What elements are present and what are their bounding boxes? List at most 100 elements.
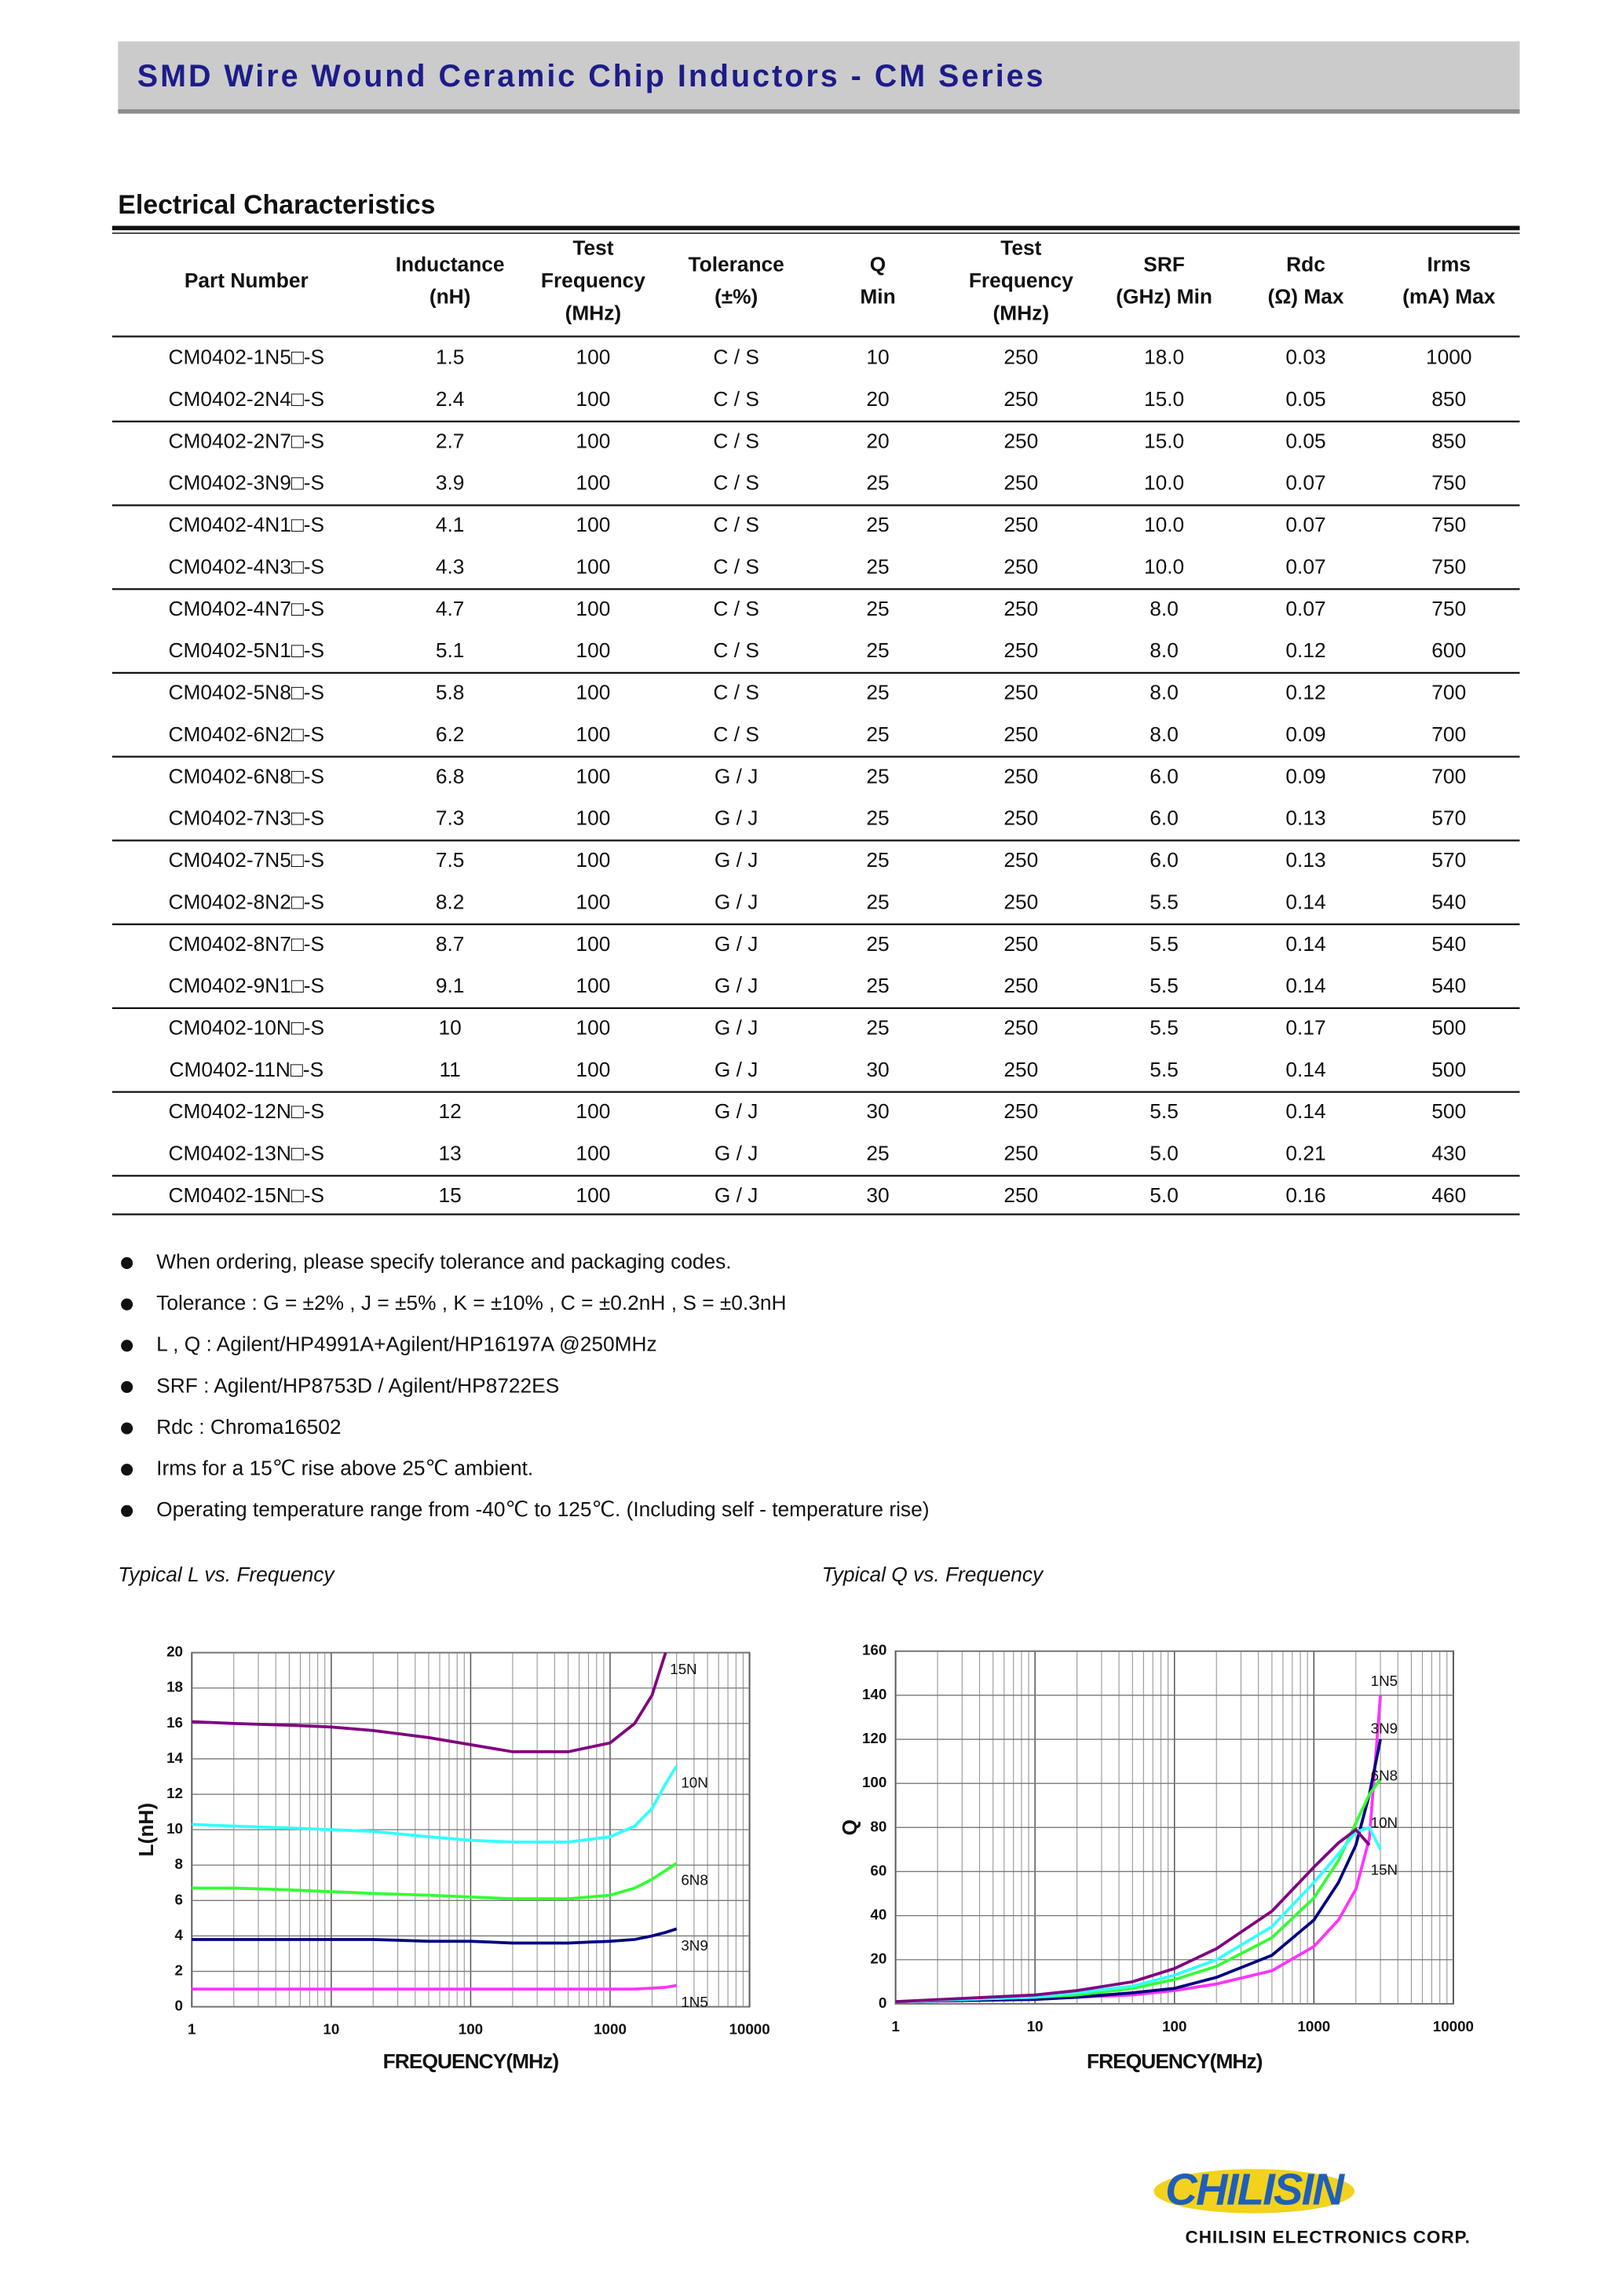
column-header: Frequency — [541, 269, 645, 292]
table-cell: 250 — [1003, 1142, 1038, 1165]
table-cell: 8.0 — [1150, 638, 1179, 662]
bullet — [121, 1257, 133, 1270]
column-header: Tolerance — [689, 252, 784, 276]
table-cell: 5.5 — [1150, 1015, 1179, 1039]
table-cell: 10.0 — [1144, 554, 1184, 578]
series-line — [192, 1652, 667, 1753]
table-cell: 250 — [1003, 722, 1038, 746]
table-cell: 4.3 — [436, 554, 465, 578]
x-tick-label: 10000 — [1433, 2018, 1474, 2035]
series-label: 6N8 — [1371, 1767, 1398, 1783]
series-label: 6N8 — [681, 1872, 707, 1888]
x-tick-label: 1 — [891, 2018, 899, 2035]
table-cell: 850 — [1431, 387, 1466, 411]
table-cell: G / J — [715, 806, 758, 830]
note: When ordering, please specify tolerance … — [156, 1250, 731, 1274]
note: Rdc : Chroma16502 — [156, 1415, 341, 1439]
note: SRF : Agilent/HP8753D / Agilent/HP8722ES — [156, 1373, 559, 1397]
x-tick-label: 10 — [1027, 2018, 1044, 2035]
column-header: Q — [870, 252, 886, 276]
table-cell: 15.0 — [1144, 429, 1184, 452]
table-cell: G / J — [715, 1142, 758, 1165]
table-cell: 850 — [1431, 429, 1466, 452]
table-cell: 25 — [866, 554, 889, 578]
column-header: Rdc — [1286, 252, 1325, 276]
table-cell: G / J — [715, 848, 758, 872]
table-cell: 20 — [866, 429, 889, 452]
table-cell: 250 — [1003, 513, 1038, 536]
column-header: (±%) — [715, 285, 758, 309]
table-cell: G / J — [715, 890, 758, 913]
table-cell: 0.05 — [1285, 429, 1325, 452]
note: Irms for a 15℃ rise above 25℃ ambient. — [156, 1457, 533, 1480]
table-cell: 25 — [866, 1142, 889, 1165]
table-cell: 25 — [866, 806, 889, 830]
y-tick-label: 80 — [870, 1818, 886, 1834]
table-cell: G / J — [715, 764, 758, 788]
table-cell: 250 — [1003, 890, 1038, 913]
table-cell: 13 — [438, 1142, 461, 1165]
table-cell: 0.07 — [1285, 554, 1325, 578]
table-cell: 100 — [576, 638, 610, 662]
table-cell: 25 — [866, 932, 889, 956]
part-number: CM0402-7N5□-S — [169, 848, 325, 872]
table-cell: 700 — [1431, 722, 1466, 746]
column-header: (Ω) Max — [1267, 285, 1343, 309]
table-cell: C / S — [713, 638, 758, 662]
table-cell: C / S — [713, 554, 758, 578]
table-cell: 6.0 — [1150, 848, 1179, 872]
table-cell: G / J — [715, 1183, 758, 1207]
table-cell: C / S — [713, 513, 758, 536]
table-cell: 0.14 — [1285, 1099, 1325, 1123]
table-cell: 10.0 — [1144, 471, 1184, 495]
x-tick-label: 100 — [459, 2021, 483, 2038]
series-line — [192, 1862, 678, 1900]
table-cell: 250 — [1003, 387, 1038, 411]
y-tick-label: 60 — [870, 1862, 886, 1878]
note: Operating temperature range from -40℃ to… — [156, 1497, 929, 1521]
y-tick-label: 16 — [166, 1714, 183, 1731]
table-cell: G / J — [715, 974, 758, 997]
table-cell: 5.5 — [1150, 1058, 1179, 1081]
table-cell: 0.05 — [1285, 387, 1325, 411]
table-cell: 0.07 — [1285, 513, 1325, 536]
series-label: 15N — [670, 1661, 696, 1677]
table-cell: 250 — [1003, 764, 1038, 788]
part-number: CM0402-2N7□-S — [169, 429, 325, 452]
table-cell: 100 — [576, 890, 610, 913]
x-tick-label: 10000 — [729, 2021, 769, 2038]
column-header: Part Number — [185, 269, 309, 292]
table-cell: 100 — [576, 597, 610, 620]
series-label: 10N — [1371, 1815, 1398, 1831]
bullet — [121, 1380, 133, 1393]
table-cell: 25 — [866, 681, 889, 704]
series-line — [192, 1983, 678, 1991]
table-cell: 100 — [576, 554, 610, 578]
series-line — [192, 1927, 678, 1945]
table-cell: 100 — [576, 932, 610, 956]
y-tick-label: 18 — [166, 1679, 183, 1695]
table-cell: 6.0 — [1150, 806, 1179, 830]
table-cell: 100 — [576, 429, 610, 452]
table-cell: 100 — [576, 345, 610, 369]
column-header: Frequency — [969, 269, 1073, 292]
table-cell: 0.07 — [1285, 471, 1325, 495]
part-number: CM0402-10N□-S — [169, 1015, 325, 1039]
series-label: 3N9 — [1371, 1720, 1398, 1736]
series-line — [192, 1764, 678, 1844]
series-label: 1N5 — [1371, 1673, 1398, 1689]
x-tick-label: 1000 — [594, 2021, 627, 2038]
part-number: CM0402-13N□-S — [169, 1142, 325, 1165]
y-tick-label: 20 — [166, 1643, 183, 1660]
table-cell: 460 — [1431, 1183, 1466, 1207]
table-cell: 250 — [1003, 932, 1038, 956]
y-axis-label: Q — [838, 1819, 861, 1835]
column-header: (mA) Max — [1402, 285, 1496, 309]
table-cell: 25 — [866, 974, 889, 997]
table-cell: 0.13 — [1285, 806, 1325, 830]
logo-swoosh — [1153, 2169, 1355, 2214]
y-tick-label: 160 — [862, 1642, 886, 1658]
table-cell: 250 — [1003, 1058, 1038, 1081]
y-tick-label: 12 — [166, 1785, 183, 1801]
company-name: CHILISIN ELECTRONICS CORP. — [1186, 2228, 1471, 2247]
